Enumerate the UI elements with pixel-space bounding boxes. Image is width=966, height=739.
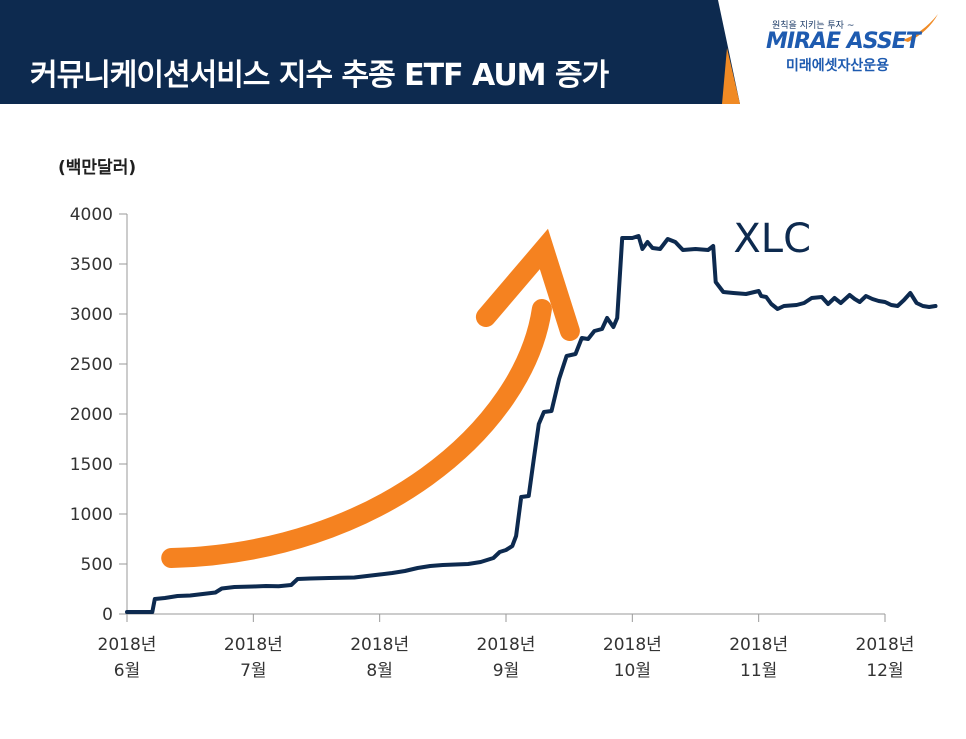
title-banner-shape — [0, 0, 740, 104]
logo-tagline: 원칙을 지키는 투자 ~ — [772, 21, 855, 31]
y-tick-label: 500 — [81, 555, 113, 575]
x-tick-label-year: 2018년 — [729, 635, 788, 655]
series-annotation-label: XLC — [733, 216, 811, 262]
x-tick-label-month: 11월 — [740, 661, 777, 681]
x-tick-label-month: 6월 — [114, 661, 140, 681]
x-tick-label-year: 2018년 — [856, 635, 915, 655]
y-tick-label: 0 — [102, 605, 113, 625]
logo-brand-name: MIRAE ASSET — [766, 29, 921, 54]
banner-navy-shape — [0, 0, 740, 104]
x-tick-label-month: 9월 — [493, 661, 519, 681]
x-tick-label-year: 2018년 — [98, 635, 157, 655]
series-layer — [125, 234, 938, 614]
x-axis: 2018년 6월 2018년 7월 2018년 8월 2018년 9월 2018년 10월 2018… — [98, 613, 915, 681]
trend-arrow — [161, 228, 580, 568]
x-tick-label-month: 8월 — [366, 661, 392, 681]
y-tick-label: 2000 — [70, 405, 113, 425]
banner-accent-shape — [722, 48, 740, 104]
series-line-xlc — [125, 234, 938, 614]
y-tick-label: 1000 — [70, 505, 113, 525]
y-tick-label: 3500 — [70, 255, 113, 275]
trend-arrow-shaft — [161, 299, 552, 568]
y-axis-unit-label: (백만달러) — [58, 158, 137, 178]
x-tick-label-year: 2018년 — [477, 635, 536, 655]
company-logo: 원칙을 지키는 투자 ~ MIRAE ASSET 미래에셋자산운용 — [752, 14, 952, 84]
logo-korean-name: 미래에셋자산운용 — [786, 58, 890, 74]
x-tick-label-year: 2018년 — [603, 635, 662, 655]
x-tick-label-month: 7월 — [240, 661, 266, 681]
y-tick-label: 4000 — [70, 205, 113, 225]
y-tick-label: 2500 — [70, 355, 113, 375]
y-tick-label: 1500 — [70, 455, 113, 475]
title-banner — [0, 0, 966, 104]
trend-arrow-head — [475, 228, 580, 341]
x-tick-label-year: 2018년 — [224, 635, 283, 655]
x-tick-label-month: 12월 — [866, 661, 903, 681]
y-tick-label: 3000 — [70, 305, 113, 325]
annotations: XLC — [733, 216, 811, 262]
page-title: 커뮤니케이션서비스 지수 추종 ETF AUM 증가 — [30, 58, 609, 93]
x-tick-label-year: 2018년 — [350, 635, 409, 655]
y-axis: 0 500 1000 1500 2000 2500 3000 3500 4000 — [70, 205, 128, 625]
logo-swoosh-icon — [902, 14, 938, 42]
x-tick-label-month: 10월 — [614, 661, 651, 681]
